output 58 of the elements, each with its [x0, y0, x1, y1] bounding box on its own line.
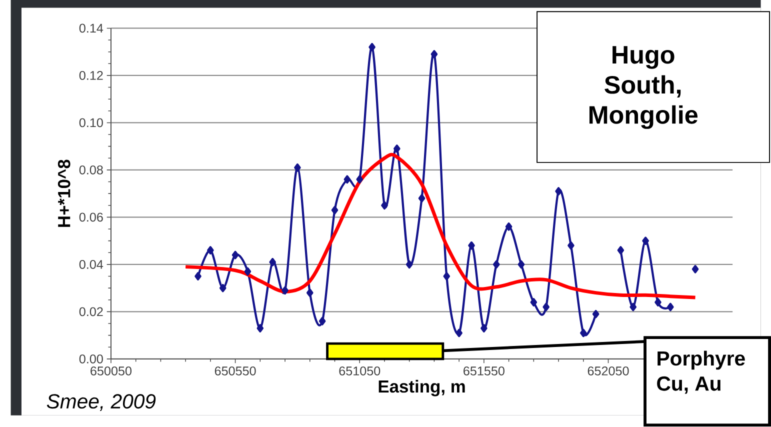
point	[505, 222, 512, 232]
x-tick-label: 651050	[339, 366, 380, 376]
point	[207, 246, 214, 255]
point	[642, 236, 649, 246]
y-tick-label: 0.10	[79, 118, 103, 128]
point	[344, 175, 351, 184]
point	[555, 187, 562, 196]
point	[542, 303, 550, 312]
point	[518, 260, 525, 269]
point	[256, 324, 264, 333]
point	[318, 317, 326, 326]
point	[356, 175, 364, 184]
point	[282, 286, 288, 295]
y-tick-label: 0.00	[79, 354, 103, 364]
point	[430, 50, 438, 59]
text: Hugo South, Mongolie	[589, 46, 698, 130]
point	[394, 144, 400, 154]
y-tick-label: 0.04	[79, 260, 104, 270]
x-axis-title: Easting, m	[378, 380, 465, 396]
point	[406, 260, 413, 269]
text: Smee, 2009	[46, 394, 156, 412]
point	[568, 242, 574, 250]
point	[667, 303, 674, 312]
x-tick-label: 650050	[90, 366, 132, 376]
point	[194, 272, 202, 281]
line-series	[184, 154, 698, 300]
point	[443, 272, 450, 281]
point	[456, 329, 462, 338]
band-label: Porphyre Cu, Au	[657, 350, 745, 394]
point	[630, 303, 637, 312]
y-tick-label: 0.14	[79, 24, 104, 33]
x-tick-label: 652050	[588, 366, 629, 376]
point	[480, 324, 488, 333]
point	[418, 194, 426, 203]
y-axis-title: H+*10^8	[58, 160, 70, 228]
point	[530, 298, 538, 307]
point	[219, 284, 226, 292]
y-tick-label: 0.06	[79, 212, 103, 222]
point	[306, 288, 314, 298]
point	[580, 329, 587, 338]
y-tick-label: 0.02	[79, 307, 103, 316]
point	[468, 242, 475, 250]
x-tick-label: 651550	[464, 366, 504, 376]
point	[269, 258, 276, 266]
point	[692, 265, 699, 274]
point	[232, 251, 239, 260]
point	[381, 201, 388, 210]
point	[331, 206, 338, 214]
point	[492, 260, 500, 269]
x-tick-label: 650550	[214, 366, 256, 376]
y-tick-label: 0.08	[79, 166, 103, 175]
point	[654, 298, 662, 307]
y-tick-label: 0.12	[79, 71, 103, 80]
point	[592, 310, 600, 318]
point	[244, 268, 252, 276]
point	[294, 164, 301, 172]
point	[368, 43, 376, 52]
point	[617, 246, 624, 255]
